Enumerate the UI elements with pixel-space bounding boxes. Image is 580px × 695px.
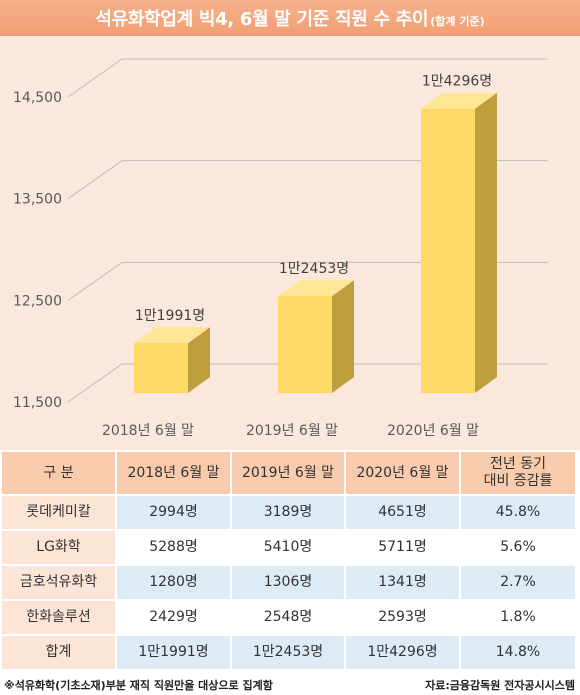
x-tick-label: 2018년 6월 말 [102,423,194,439]
bar-top-face [278,280,354,297]
table-cell: 2994명 [117,496,230,529]
bar-chart: 11,500 12,500 13,500 14,500 1만1991명 2018년 6월 … [13,58,548,439]
table-header-cell: 2020년 6월 말 [346,452,459,494]
table-row-label: 합계 [2,636,115,669]
table-cell: 1306명 [232,566,344,599]
gridline [67,160,548,200]
bar-side-face [332,280,354,393]
bar-side-face [475,92,497,394]
table-header-text: 2018년 6월 말 [127,464,220,481]
y-tick-label: 14,500 [13,90,62,106]
x-tick-label: 2019년 6월 말 [246,423,338,439]
table-cell: 1만2453명 [232,636,344,669]
table-header-text: 2019년 6월 말 [241,464,335,481]
table-header-cell: 2019년 6월 말 [232,452,344,494]
table-cell: 1280명 [117,566,230,599]
table-header-text: 전년 동기 [490,456,546,472]
table-cell: 2.7% [461,566,575,599]
source-credit: 자료:금융감독원 전자공시시스템 [425,679,575,692]
table-cell: 45.8% [461,496,575,529]
y-tick-label: 13,500 [13,192,62,208]
chart-title: 석유화학업계 빅4, 6월 말 기준 직원 수 추이 [95,9,429,30]
title-bar: 석유화학업계 빅4, 6월 말 기준 직원 수 추이 (합계 기준) [0,0,580,36]
table-header-text: 구 분 [43,464,74,481]
table-cell: 2548명 [232,601,344,634]
table-row-label: LG화학 [2,531,115,564]
gridline [67,363,548,403]
table-header-cell: 2018년 6월 말 [117,452,230,494]
bar-side-face [188,327,210,393]
table-header-text: 대비 증감률 [483,473,553,489]
bar [421,92,497,394]
bar-front-face [278,296,332,393]
data-label: 1만2453명 [279,261,349,277]
footer: ※석유화학(기초소재)부분 재직 직원만을 대상으로 집계함 자료:금융감독원 … [0,672,580,695]
table-header-text: 2020년 6월 말 [356,464,449,481]
table-cell: 5.6% [461,531,575,564]
table-cell: 5410명 [232,531,344,564]
footnote: ※석유화학(기초소재)부분 재직 직원만을 대상으로 집계함 [4,679,273,692]
data-table: 구 분 2018년 6월 말 2019년 6월 말 2020년 6월 말 전년 동기 대비… [2,452,575,669]
y-tick-label: 11,500 [13,395,62,411]
bar [134,327,210,393]
table-cell: 1341명 [346,566,459,599]
table-row-label: 금호석유화학 [2,566,115,599]
bar-top-face [421,92,497,109]
table-cell: 3189명 [232,496,344,529]
data-label: 1만1991명 [135,308,205,324]
table-row-label: 한화솔루션 [2,601,115,634]
bar [278,280,354,393]
table-cell: 2429명 [117,601,230,634]
bar-top-face [134,327,210,344]
chart-subtitle: (합계 기준) [430,14,485,28]
table-cell: 5711명 [346,531,459,564]
gridline [67,58,548,98]
gridline [67,261,548,301]
table-cell: 1.8% [461,601,575,634]
data-label: 1만4296명 [422,74,492,90]
table-row-label: 롯데케미칼 [2,496,115,529]
chart-area: 11,500 12,500 13,500 14,500 1만1991명 2018년 6월 … [0,36,580,450]
table-cell: 5288명 [117,531,230,564]
table-cell: 4651명 [346,496,459,529]
table-header-cell: 구 분 [2,452,115,494]
table-cell: 1만4296명 [346,636,459,669]
table-cell: 1만1991명 [117,636,230,669]
table-header-cell: 전년 동기 대비 증감률 [461,452,575,494]
table-cell: 14.8% [461,636,575,669]
x-tick-label: 2020년 6월 말 [387,423,479,439]
bar-front-face [421,108,475,394]
y-tick-label: 12,500 [13,293,62,309]
bar-front-face [134,343,188,393]
table-cell: 2593명 [346,601,459,634]
